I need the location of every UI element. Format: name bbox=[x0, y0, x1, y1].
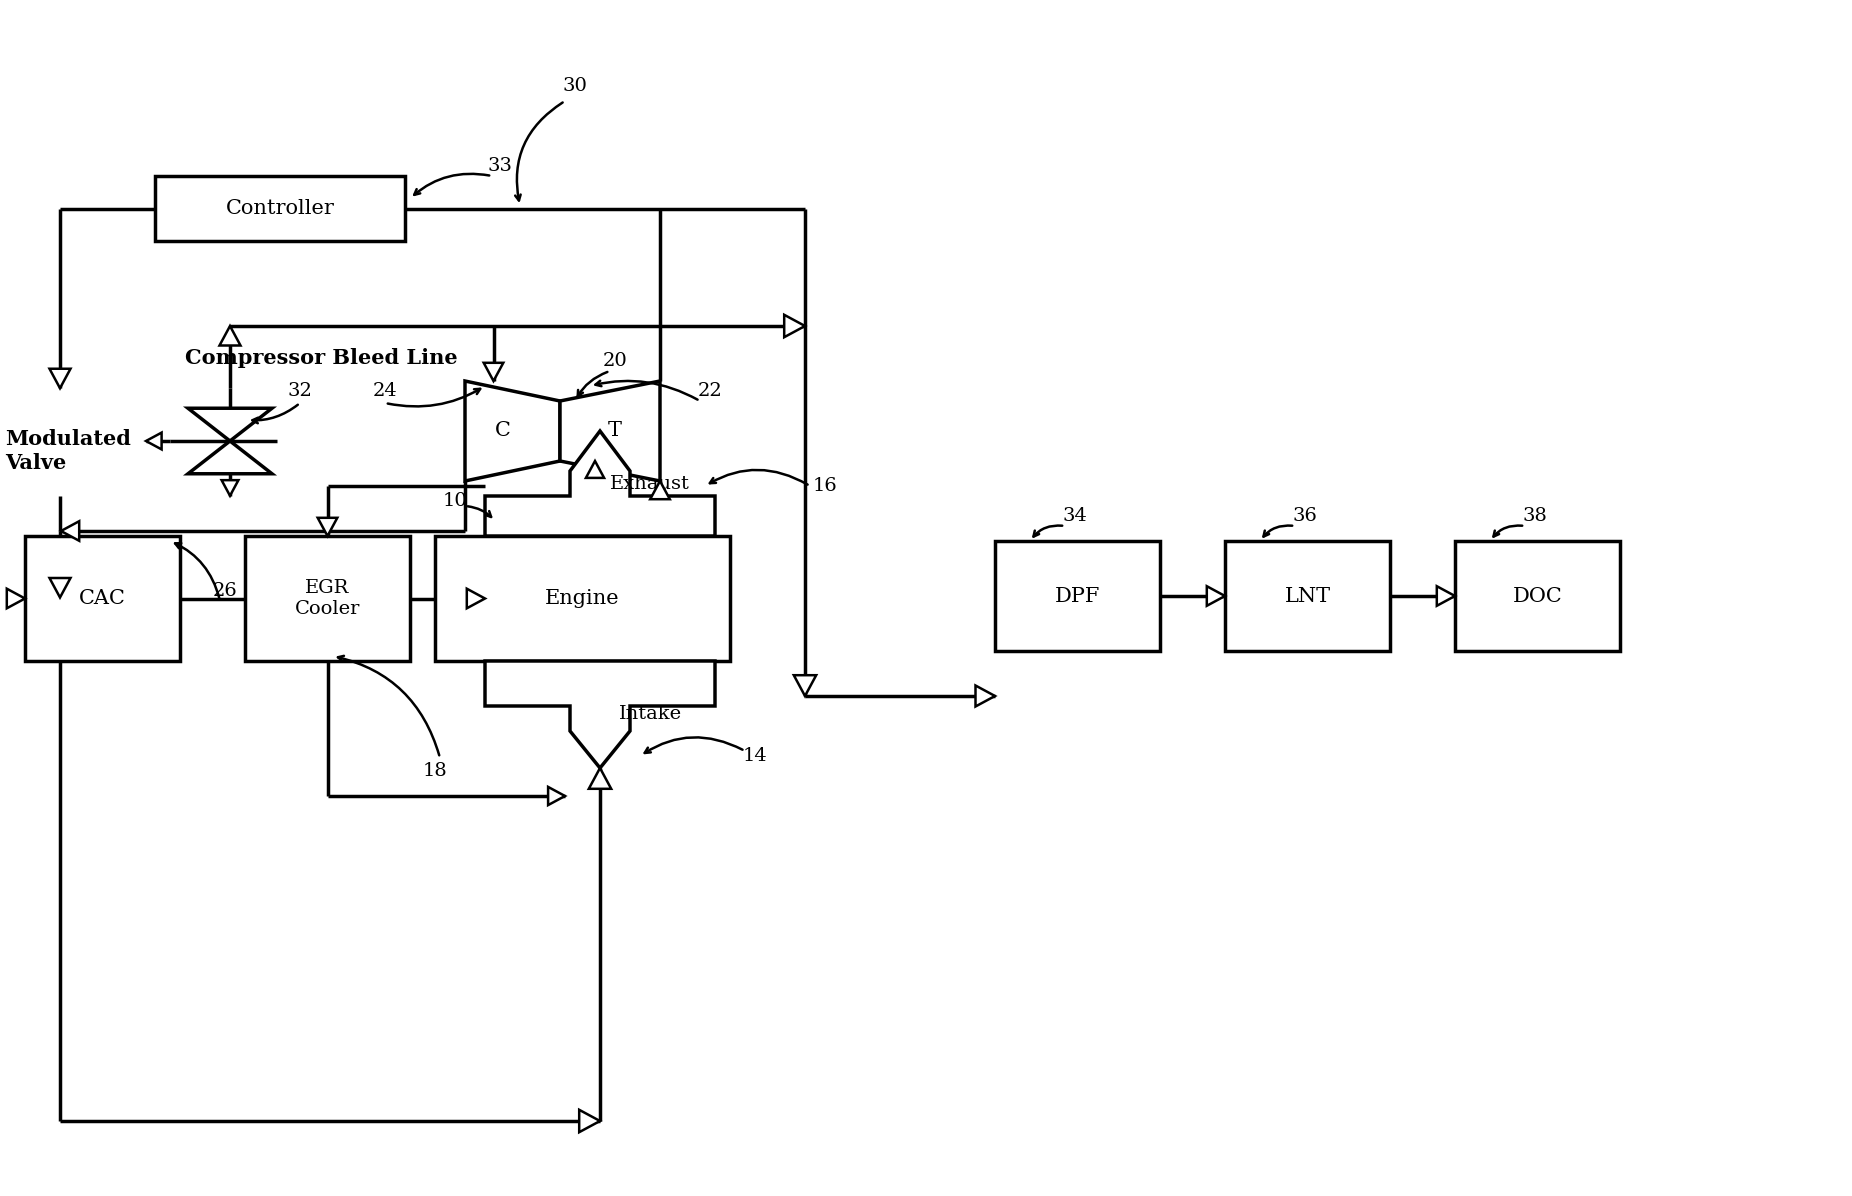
Text: LNT: LNT bbox=[1285, 586, 1330, 605]
Polygon shape bbox=[483, 362, 504, 382]
Text: Intake: Intake bbox=[619, 704, 682, 724]
Polygon shape bbox=[783, 315, 806, 337]
Polygon shape bbox=[485, 431, 715, 536]
Text: Modulated
Valve: Modulated Valve bbox=[6, 429, 131, 472]
Text: CAC: CAC bbox=[80, 588, 126, 608]
Text: 14: 14 bbox=[743, 748, 767, 765]
Text: Engine: Engine bbox=[544, 588, 620, 608]
Text: T: T bbox=[607, 421, 622, 440]
Text: 26: 26 bbox=[213, 582, 237, 600]
Polygon shape bbox=[650, 481, 670, 499]
Polygon shape bbox=[319, 518, 337, 536]
Text: 22: 22 bbox=[698, 382, 722, 399]
Text: Controller: Controller bbox=[226, 199, 335, 218]
Text: 16: 16 bbox=[813, 477, 837, 495]
Bar bbox=[244, 536, 409, 661]
Text: DPF: DPF bbox=[1056, 586, 1100, 605]
Text: Compressor Bleed Line: Compressor Bleed Line bbox=[185, 348, 457, 368]
Text: 20: 20 bbox=[602, 352, 628, 370]
Polygon shape bbox=[976, 685, 995, 707]
Polygon shape bbox=[795, 676, 817, 696]
Text: 38: 38 bbox=[1522, 507, 1548, 525]
Polygon shape bbox=[589, 768, 611, 789]
Polygon shape bbox=[485, 661, 715, 768]
Polygon shape bbox=[467, 588, 485, 609]
Text: EGR
Cooler: EGR Cooler bbox=[294, 579, 359, 618]
Bar bbox=[1224, 541, 1391, 651]
Polygon shape bbox=[1437, 586, 1456, 606]
Polygon shape bbox=[7, 588, 24, 609]
Text: C: C bbox=[494, 421, 511, 440]
Polygon shape bbox=[585, 460, 604, 478]
Text: 36: 36 bbox=[1293, 507, 1317, 525]
Polygon shape bbox=[1208, 586, 1224, 606]
Text: 24: 24 bbox=[372, 382, 398, 399]
Text: Exhaust: Exhaust bbox=[609, 475, 691, 493]
Bar bbox=[435, 536, 730, 661]
Text: 33: 33 bbox=[487, 157, 513, 175]
Text: 18: 18 bbox=[422, 762, 448, 780]
Polygon shape bbox=[580, 1110, 600, 1133]
Text: DOC: DOC bbox=[1513, 586, 1563, 605]
Bar bbox=[1456, 541, 1620, 651]
Text: 32: 32 bbox=[287, 382, 313, 399]
Polygon shape bbox=[50, 368, 70, 389]
Text: 34: 34 bbox=[1063, 507, 1087, 525]
Polygon shape bbox=[465, 382, 559, 481]
Polygon shape bbox=[220, 327, 241, 346]
Text: 10: 10 bbox=[443, 492, 467, 509]
Polygon shape bbox=[146, 433, 161, 450]
Polygon shape bbox=[50, 578, 70, 598]
Bar bbox=[995, 541, 1159, 651]
Polygon shape bbox=[548, 787, 565, 805]
Text: 30: 30 bbox=[563, 77, 587, 94]
Polygon shape bbox=[559, 382, 659, 481]
Polygon shape bbox=[189, 408, 272, 441]
Bar bbox=[156, 176, 406, 242]
Polygon shape bbox=[61, 521, 80, 541]
Bar bbox=[24, 536, 180, 661]
Polygon shape bbox=[222, 480, 239, 496]
Polygon shape bbox=[189, 441, 272, 474]
